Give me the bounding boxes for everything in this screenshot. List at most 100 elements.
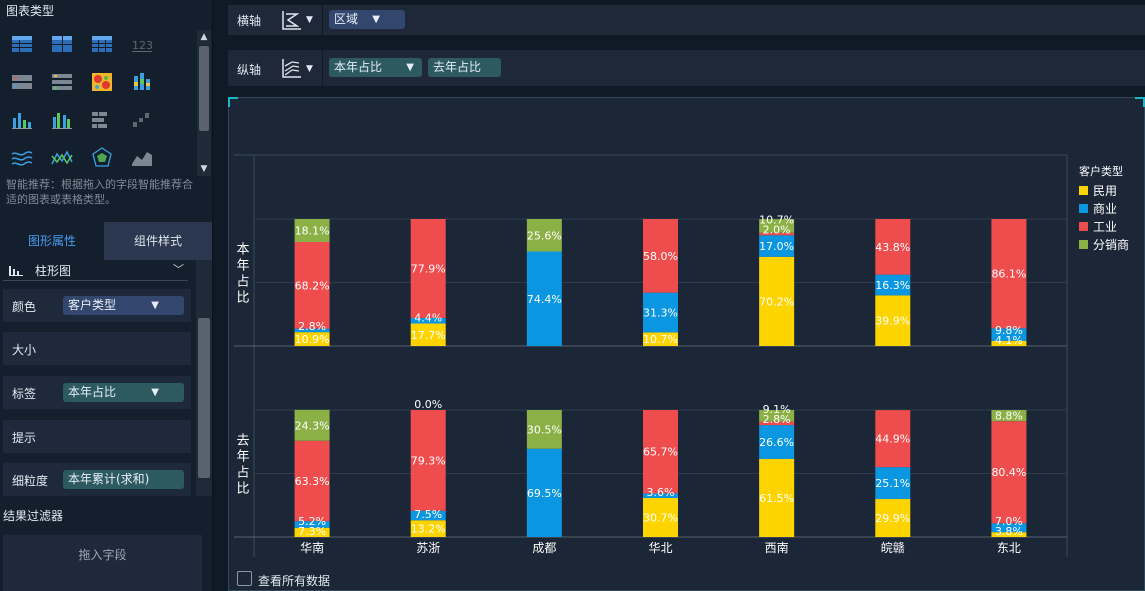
bar-segment: [294, 409, 330, 441]
tab-graph-properties[interactable]: 图形属性: [0, 222, 104, 260]
bar-segment: [759, 458, 795, 537]
bar-segment: [643, 410, 678, 494]
property-label: 颜色: [12, 300, 37, 314]
panel-y-label-char: 去: [236, 434, 249, 449]
filter-drop-zone[interactable]: 拖入字段: [3, 535, 202, 591]
frame-corner: [1135, 97, 1145, 107]
bar-segment: [643, 498, 678, 537]
show-all-data-checkbox[interactable]: [237, 571, 252, 586]
data-label: 65.7%: [643, 446, 678, 459]
x-axis-label: 横轴: [237, 14, 262, 28]
filter-icon[interactable]: ▼: [151, 300, 159, 311]
bar-segment: [875, 274, 911, 296]
scroll-thumb[interactable]: [198, 318, 210, 478]
data-label: 10.9%: [295, 333, 330, 346]
tab-component-style[interactable]: 组件样式: [104, 222, 212, 260]
scroll-thumb[interactable]: [199, 46, 209, 131]
data-label: 29.9%: [875, 512, 910, 525]
x-tick-label: 东北: [997, 541, 1021, 555]
bar-segment: [643, 219, 678, 293]
indicator-list-icon[interactable]: [50, 70, 74, 94]
area-icon[interactable]: [130, 146, 154, 170]
bar-segment: [294, 440, 330, 522]
property-row[interactable]: 大小: [3, 332, 191, 365]
field-chip[interactable]: 本年累计(求和): [63, 470, 184, 489]
radar-line-icon[interactable]: [50, 146, 74, 170]
table-icon[interactable]: [10, 32, 34, 56]
caret-down-icon[interactable]: ▼: [306, 64, 313, 74]
bar-segment: [410, 317, 446, 324]
filter-icon[interactable]: ▼: [151, 387, 159, 398]
x-tick-label: 华北: [648, 541, 672, 555]
property-row[interactable]: 标签 本年占比 ▼: [3, 376, 191, 409]
x-axis-type-icon[interactable]: [280, 8, 304, 32]
data-label: 17.7%: [411, 329, 446, 342]
axis-field-chip[interactable]: 本年占比 ▼: [329, 58, 422, 77]
data-label: 17.0%: [759, 240, 794, 253]
cross-table-icon[interactable]: [50, 32, 74, 56]
data-label: 10.7%: [643, 333, 678, 346]
data-label: 86.1%: [991, 268, 1026, 281]
heatmap-icon[interactable]: [90, 70, 114, 94]
bar-chart-icon[interactable]: [10, 108, 34, 132]
chart-kind-label: 柱形图: [35, 264, 72, 278]
data-label: 69.5%: [527, 487, 562, 500]
svg-text:123: 123: [132, 39, 153, 52]
axis-field-chip[interactable]: 去年占比: [428, 58, 501, 77]
bar-horizontal-icon[interactable]: [90, 108, 114, 132]
legend-swatch: [1079, 204, 1088, 213]
panel-y-label: 去年占比: [236, 434, 249, 497]
property-row[interactable]: 细粒度 本年累计(求和): [3, 463, 191, 496]
data-label: 16.3%: [875, 279, 910, 292]
kpi-number-icon[interactable]: 123: [130, 32, 154, 56]
data-label: 7.5%: [414, 508, 442, 521]
data-label: 30.7%: [643, 512, 678, 525]
data-label: 8.8%: [995, 410, 1023, 423]
grouped-bar-icon[interactable]: [50, 108, 74, 132]
chart-kind-select[interactable]: 柱形图 ﹀: [3, 260, 188, 281]
data-label: 2.8%: [763, 413, 791, 426]
multi-line-icon[interactable]: [10, 146, 34, 170]
property-scrollbar[interactable]: [196, 260, 212, 496]
radar-icon[interactable]: [90, 146, 114, 170]
smart-recommend-text: 智能推荐：根据拖入的字段智能推荐合适的图表或表格类型。: [6, 178, 193, 206]
bar-segment: [643, 493, 678, 499]
data-label: 31.3%: [643, 307, 678, 320]
bar-segment: [759, 219, 795, 233]
indicator-card-icon[interactable]: [10, 70, 34, 94]
x-tick-label: 成都: [532, 541, 556, 555]
scroll-down-icon[interactable]: ▼: [200, 164, 208, 174]
data-label: 4.4%: [414, 312, 442, 325]
y-axis-label: 纵轴: [237, 63, 262, 77]
field-chip-label: 本年累计(求和): [68, 472, 150, 486]
caret-down-icon[interactable]: ▼: [306, 15, 313, 25]
data-label: 30.5%: [527, 423, 562, 436]
result-filter-title: 结果过滤器: [3, 509, 64, 523]
data-label: 2.0%: [763, 223, 791, 236]
data-label: 44.9%: [875, 433, 910, 446]
x-tick-label: 皖赣: [881, 541, 905, 555]
bar-segment: [410, 323, 446, 346]
detail-table-icon[interactable]: [90, 32, 114, 56]
data-label: 58.0%: [643, 250, 678, 263]
y-axis-type-icon[interactable]: [280, 56, 304, 80]
filter-icon[interactable]: ▼: [372, 14, 380, 25]
panel-y-label: 本年占比: [236, 243, 249, 306]
left-panel: 图表类型 123 ▲ ▼ 智能推荐：根据拖入的字段智能推荐合适的图表或表格类型。…: [0, 0, 213, 591]
panel-y-label-char: 年: [236, 450, 249, 465]
axis-field-chip[interactable]: 区域 ▼: [329, 10, 405, 29]
stacked-bar-icon[interactable]: [130, 70, 154, 94]
filter-icon[interactable]: ▼: [406, 62, 414, 73]
property-label: 提示: [12, 431, 37, 445]
field-chip[interactable]: 本年占比 ▼: [63, 383, 184, 402]
chart-type-scrollbar[interactable]: ▲ ▼: [197, 30, 211, 176]
waterfall-icon[interactable]: [130, 108, 154, 132]
data-label: 7.3%: [298, 525, 326, 538]
property-row[interactable]: 提示: [3, 420, 191, 453]
legend-swatch: [1079, 222, 1088, 231]
scroll-up-icon[interactable]: ▲: [200, 32, 208, 42]
bar-segment: [759, 232, 795, 236]
data-label: 2.8%: [298, 320, 326, 333]
field-chip[interactable]: 客户类型 ▼: [63, 296, 184, 315]
property-row[interactable]: 颜色 客户类型 ▼: [3, 289, 191, 322]
